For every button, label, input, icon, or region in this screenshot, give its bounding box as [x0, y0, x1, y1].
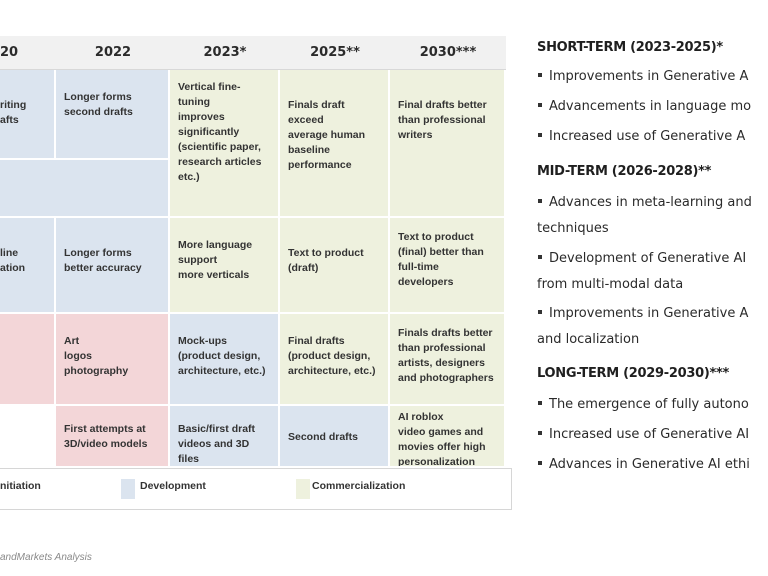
cell-r1-2023: Vertical fine-tuning improves significan… — [170, 70, 280, 218]
mid-term-item: Development of Generative AI from multi-… — [537, 251, 747, 292]
legend-initiation-label: nitiation — [0, 480, 41, 492]
cell-r4-2030: AI roblox video games and movies offer h… — [390, 406, 506, 468]
cell-r2-2020: line ation — [0, 218, 56, 314]
cell-r1-2020-fill — [0, 160, 170, 218]
cell-r2-2025: Text to product (draft) — [280, 218, 390, 314]
legend: nitiation Development Commercialization — [0, 468, 512, 510]
bullet-icon — [538, 103, 542, 107]
bullet-icon — [538, 431, 542, 435]
legend-development-label: Development — [140, 480, 206, 492]
mid-term-title: MID-TERM (2026-2028)** — [537, 164, 712, 179]
header-2022: 2022 — [56, 36, 170, 70]
long-term-title: LONG-TERM (2029-2030)*** — [537, 366, 729, 381]
bullet-icon — [538, 401, 542, 405]
long-term-item: Advances in Generative AI ethi — [537, 452, 768, 478]
cell-r2-2023: More language support more verticals — [170, 218, 280, 314]
cell-r1-2030: Final drafts better than professional wr… — [390, 70, 506, 218]
short-term-item: Improvements in Generative A — [537, 64, 768, 90]
cell-r2-2022: Longer forms better accuracy — [56, 218, 170, 314]
mid-term-item: Advances in meta-learning and techniques — [537, 195, 752, 236]
header-gap — [18, 36, 56, 70]
bullet-icon — [538, 461, 542, 465]
cell-r2-2030: Text to product (final) better than full… — [390, 218, 506, 314]
cell-r4-2023: Basic/first draft videos and 3D files — [170, 406, 280, 468]
bullet-icon — [538, 310, 542, 314]
header-2030: 2030*** — [390, 36, 506, 70]
cell-r3-2030: Finals drafts better than professional a… — [390, 314, 506, 406]
roadmap-table: 2020 2022 2023* 2025** 2030*** riting af… — [0, 36, 506, 468]
short-term-item: Advancements in language mo — [537, 94, 768, 120]
legend-commercialization-swatch — [296, 479, 310, 499]
mid-term-item: Improvements in Generative A and localiz… — [537, 306, 749, 347]
short-term-item: Increased use of Generative A — [537, 124, 768, 150]
header-2023: 2023* — [170, 36, 280, 70]
cell-r3-2025: Final drafts (product design, architectu… — [280, 314, 390, 406]
long-term-item: Increased use of Generative AI — [537, 422, 768, 448]
cell-r3-2023: Mock-ups (product design, architecture, … — [170, 314, 280, 406]
cell-r1-2022: Longer forms second drafts — [56, 70, 170, 160]
cell-r1-2020: riting afts — [0, 70, 56, 160]
bullet-icon — [538, 133, 542, 137]
cell-r3-2022: Art logos photography — [56, 314, 170, 406]
legend-commercialization-label: Commercialization — [312, 480, 406, 492]
legend-development-swatch — [121, 479, 135, 499]
source-note: andMarkets Analysis — [0, 552, 92, 563]
long-term-item: The emergence of fully autono — [537, 392, 768, 418]
cell-r4-2020 — [0, 406, 56, 468]
bullet-icon — [538, 255, 542, 259]
short-term-title: SHORT-TERM (2023-2025)* — [537, 40, 723, 55]
outlook-panel: SHORT-TERM (2023-2025)* Improvements in … — [537, 36, 768, 576]
cell-r3-2020 — [0, 314, 56, 406]
cell-r1-2025: Finals draft exceed average human baseli… — [280, 70, 390, 218]
header-2025: 2025** — [280, 36, 390, 70]
cell-r4-2025: Second drafts — [280, 406, 390, 468]
header-2020: 2020 — [0, 36, 36, 70]
bullet-icon — [538, 73, 542, 77]
cell-r4-2022: First attempts at 3D/video models — [56, 406, 170, 468]
bullet-icon — [538, 199, 542, 203]
